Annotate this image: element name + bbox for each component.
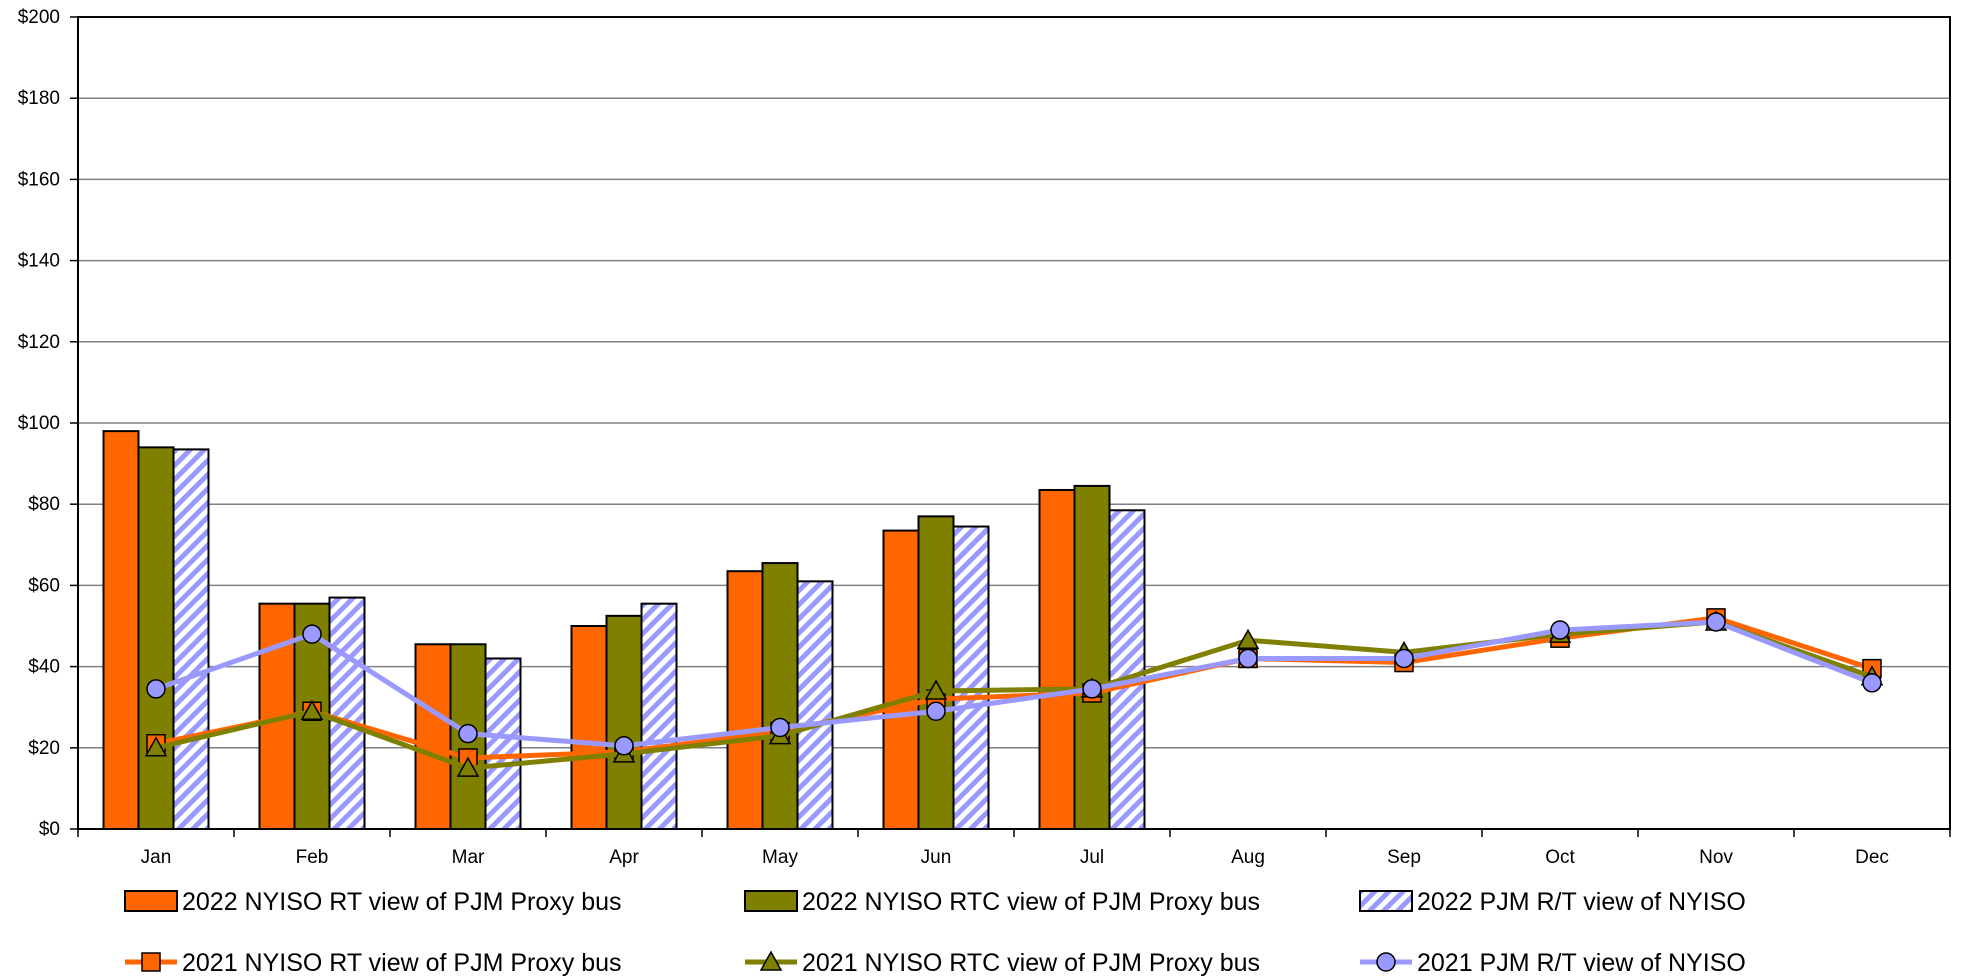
bar [484,657,522,830]
y-tick-label: $180 [18,88,60,109]
x-tick-label: Feb [296,847,329,868]
series-line [155,619,1873,771]
bar [726,570,764,830]
y-tick-label: $120 [18,332,60,353]
marker-triangle [300,699,324,721]
bar [761,562,799,830]
bar [570,625,608,830]
bar [172,448,210,830]
marker-triangle [1236,628,1260,649]
y-tick-label: $160 [18,169,60,190]
x-tick-label: May [762,847,798,868]
bar [605,614,643,830]
series-line [155,615,1873,761]
y-tick-label: $100 [18,413,60,434]
bar [1073,484,1111,830]
marker-triangle [924,679,948,700]
bar [1108,509,1146,830]
marker-triangle [456,756,480,777]
x-tick-label: Oct [1545,847,1575,868]
marker-triangle [759,950,783,971]
x-tick-label: Sep [1387,847,1421,868]
legend-label: 2021 PJM R/T view of NYISO [1417,949,1746,977]
bar [328,596,366,831]
marker-circle [770,717,790,738]
marker-circle [1238,648,1258,669]
bar [917,515,955,830]
y-tick-label: $200 [18,7,60,28]
legend-label: 2022 NYISO RTC view of PJM Proxy bus [802,888,1260,916]
y-tick-label: $140 [18,251,60,272]
bar [414,643,452,831]
bar [640,602,678,830]
marker-circle [1082,679,1102,699]
bar [1038,488,1076,830]
legend-swatch [124,890,178,912]
x-tick-label: Jun [921,847,952,868]
bar [102,430,140,830]
marker-circle [1862,673,1882,693]
legend-label: 2021 NYISO RTC view of PJM Proxy bus [802,949,1260,977]
marker-circle [1706,612,1726,632]
y-tick-label: $60 [28,575,60,596]
bar [137,446,175,830]
series-line [155,619,1873,749]
x-tick-label: Aug [1231,847,1265,868]
marker-circle [1550,620,1570,640]
marker-triangle [144,736,168,757]
y-tick-label: $40 [28,657,60,678]
legend-label: 2021 NYISO RT view of PJM Proxy bus [182,949,622,977]
y-tick-label: $20 [28,738,60,759]
bars [102,430,1146,831]
x-tick-label: Nov [1699,847,1733,868]
legend-swatch [1359,890,1413,912]
bar [796,580,834,831]
y-tick-label: $80 [28,494,60,515]
marker-circle [302,624,322,644]
marker-circle [1394,648,1414,669]
marker-circle [926,701,946,722]
marker-circle [458,723,478,744]
plot-frame [77,16,1951,830]
marker-circle [1376,952,1396,972]
bar [882,529,920,831]
legend-label: 2022 NYISO RT view of PJM Proxy bus [182,888,622,916]
x-tick-label: Dec [1855,847,1889,868]
marker-circle [146,679,166,699]
legend: 2022 NYISO RT view of PJM Proxy bus 2022 … [124,888,1746,977]
lines [144,608,1884,777]
legend-swatch [744,890,798,912]
marker-circle [614,736,634,756]
x-tick-label: Mar [452,847,485,868]
x-tick-label: Jan [141,847,172,868]
legend-label: 2022 PJM R/T view of NYISO [1417,888,1746,916]
bar [952,525,990,831]
y-axis-ticks: $0 $20 $40 $60 $80 $100 $120 $140 $160 $180 $200 [18,7,78,840]
marker-square [141,952,161,972]
x-tick-label: Jul [1080,847,1104,868]
y-tick-label: $0 [39,819,60,840]
x-axis-ticks: Jan Feb Mar Apr May Jun Jul Aug Sep Oct Nov Dec [77,829,1951,868]
x-tick-label: Apr [609,847,639,868]
